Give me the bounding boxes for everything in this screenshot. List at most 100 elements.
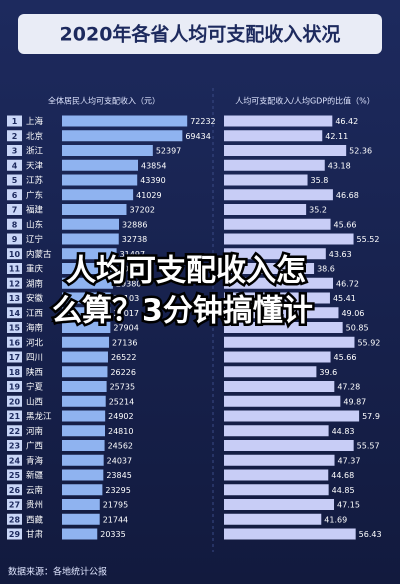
- bar: [224, 469, 329, 481]
- value-label: 28017: [114, 309, 139, 318]
- bar: [62, 410, 106, 422]
- category: 江苏: [26, 175, 44, 186]
- bar: [62, 277, 113, 289]
- rank: 25: [9, 471, 21, 480]
- bar: [62, 395, 106, 407]
- rank: 20: [9, 397, 21, 406]
- value-label: 23845: [106, 471, 131, 480]
- rank-box: [7, 218, 22, 230]
- bar: [224, 322, 343, 333]
- rank: 21: [9, 412, 21, 421]
- bar: [62, 307, 111, 319]
- value-label: 24562: [108, 442, 133, 451]
- rank: 6: [12, 191, 18, 200]
- rank: 2: [12, 132, 18, 141]
- rank: 23: [9, 442, 20, 451]
- value-label: 43.18: [328, 161, 351, 170]
- rank-box: [7, 233, 22, 245]
- value-label: 45.41: [333, 294, 356, 303]
- value-label: 41.69: [324, 515, 347, 524]
- value-label: 52397: [156, 147, 181, 156]
- value-label: 46.72: [336, 279, 359, 288]
- value-label: 44.85: [332, 486, 355, 495]
- bar: [62, 381, 107, 392]
- category: 海南: [26, 323, 43, 334]
- bar: [224, 277, 334, 289]
- bar: [62, 248, 117, 260]
- value-label: 43.63: [329, 250, 352, 259]
- bar: [224, 336, 355, 348]
- value-label: 45.66: [334, 220, 357, 229]
- value-label: 47.37: [338, 456, 361, 465]
- category: 天津: [26, 160, 44, 171]
- rank: 29: [9, 530, 21, 539]
- bar: [224, 381, 335, 392]
- legend-label: 全体居民人均可支配收入（元）: [48, 96, 160, 106]
- value-label: 23295: [105, 486, 130, 495]
- bar: [62, 351, 108, 363]
- value-label: 39.6: [319, 368, 337, 377]
- value-label: 44.68: [331, 471, 354, 480]
- rank-box: [7, 454, 22, 466]
- value-label: 47.15: [337, 501, 360, 510]
- bar: [62, 528, 98, 540]
- value-label: 49.06: [341, 309, 364, 318]
- rank: 4: [12, 161, 18, 170]
- bar: [62, 484, 103, 496]
- rank: 1: [12, 117, 18, 126]
- bar: [62, 425, 106, 437]
- rank-box: [7, 351, 22, 363]
- overlay-text: 人均可支配收入怎: [66, 254, 306, 289]
- bar: [224, 174, 308, 186]
- rank: 15: [9, 324, 21, 333]
- rank: 22: [9, 427, 20, 436]
- bar: [224, 307, 339, 319]
- value-label: 45.66: [334, 353, 357, 362]
- rank-box: [7, 381, 22, 392]
- rank-box: [7, 484, 22, 496]
- category: 广西: [26, 441, 43, 452]
- category: 福建: [26, 205, 44, 216]
- value-label: 21744: [103, 515, 128, 524]
- bar: [224, 248, 326, 260]
- bar: [224, 292, 330, 304]
- category: 湖南: [26, 278, 43, 289]
- value-label: 26226: [110, 368, 135, 377]
- category: 浙江: [26, 146, 44, 157]
- bar: [224, 366, 317, 378]
- bar: [62, 159, 139, 171]
- rank-box: [7, 336, 22, 348]
- rank: 26: [9, 486, 21, 495]
- value-label: 35.8: [311, 176, 329, 185]
- rank: 5: [12, 176, 18, 185]
- rank: 10: [9, 250, 21, 259]
- value-label: 43390: [140, 176, 165, 185]
- rank-box: [7, 528, 22, 540]
- value-label: 32886: [122, 220, 147, 229]
- bar: [62, 204, 127, 215]
- rank-box: [7, 159, 22, 171]
- bar: [224, 218, 331, 230]
- rank: 7: [12, 206, 18, 215]
- value-label: 47.28: [337, 383, 360, 392]
- rank-box: [7, 204, 22, 215]
- category: 陕西: [26, 367, 43, 378]
- category: 江西: [26, 309, 43, 319]
- rank-box: [7, 277, 22, 289]
- value-label: 28103: [114, 294, 139, 303]
- bar: [224, 263, 315, 274]
- bar: [224, 440, 354, 451]
- category: 云南: [26, 485, 43, 496]
- category: 广东: [26, 190, 43, 201]
- rank-box: [7, 366, 22, 378]
- category: 安徽: [26, 293, 44, 304]
- category: 重庆: [26, 264, 44, 275]
- category: 新疆: [26, 470, 44, 481]
- bar: [224, 513, 322, 525]
- value-label: 50.85: [346, 324, 369, 333]
- value-label: 43854: [141, 161, 166, 170]
- rank-box: [7, 425, 22, 437]
- rank: 14: [9, 309, 21, 318]
- source: 数据来源：各地统计公报: [8, 566, 107, 578]
- bar: [224, 351, 331, 363]
